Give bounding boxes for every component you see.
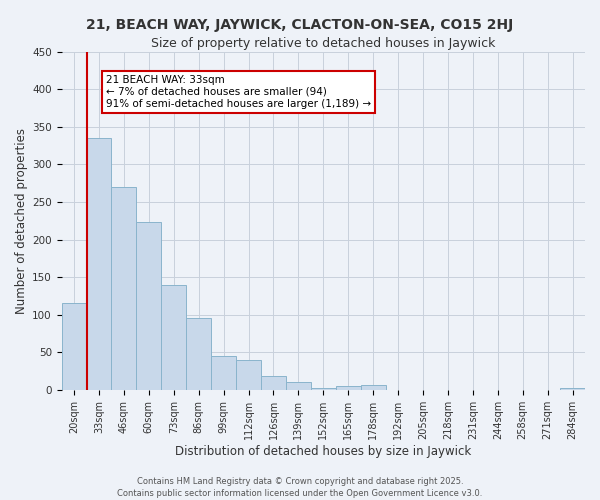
Bar [86, 138, 112, 390]
Bar [62, 304, 86, 390]
Bar [286, 382, 311, 390]
Bar [211, 356, 236, 390]
Text: 21, BEACH WAY, JAYWICK, CLACTON-ON-SEA, CO15 2HJ: 21, BEACH WAY, JAYWICK, CLACTON-ON-SEA, … [86, 18, 514, 32]
Title: Size of property relative to detached houses in Jaywick: Size of property relative to detached ho… [151, 38, 496, 51]
Bar [136, 222, 161, 390]
Bar [112, 187, 136, 390]
Bar [336, 386, 361, 390]
Bar [236, 360, 261, 390]
Bar [261, 376, 286, 390]
X-axis label: Distribution of detached houses by size in Jaywick: Distribution of detached houses by size … [175, 444, 472, 458]
Bar [361, 386, 386, 390]
Bar [186, 318, 211, 390]
Bar [560, 388, 585, 390]
Bar [311, 388, 336, 390]
Y-axis label: Number of detached properties: Number of detached properties [15, 128, 28, 314]
Text: Contains HM Land Registry data © Crown copyright and database right 2025.
Contai: Contains HM Land Registry data © Crown c… [118, 476, 482, 498]
Bar [161, 284, 186, 390]
Text: 21 BEACH WAY: 33sqm
← 7% of detached houses are smaller (94)
91% of semi-detache: 21 BEACH WAY: 33sqm ← 7% of detached hou… [106, 76, 371, 108]
